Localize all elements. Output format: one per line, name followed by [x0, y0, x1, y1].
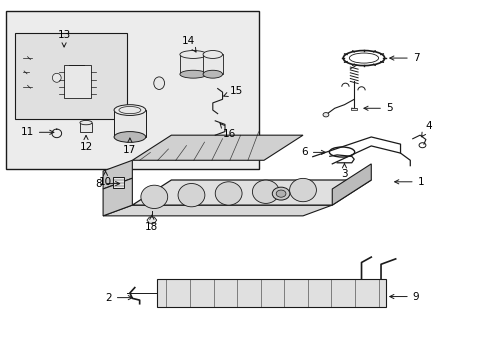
Polygon shape	[157, 279, 385, 307]
Ellipse shape	[154, 77, 164, 89]
Polygon shape	[103, 205, 331, 216]
Polygon shape	[103, 178, 132, 216]
Bar	[113, 177, 123, 188]
Text: 6: 6	[301, 147, 325, 157]
Ellipse shape	[180, 70, 206, 78]
Circle shape	[272, 187, 289, 200]
Ellipse shape	[52, 73, 61, 82]
Ellipse shape	[114, 132, 145, 142]
Bar	[180, 54, 206, 74]
Ellipse shape	[289, 179, 316, 202]
Text: 2: 2	[105, 293, 132, 303]
Bar	[5, 12, 259, 169]
Bar	[80, 123, 92, 132]
Bar	[350, 108, 356, 111]
Text: 13: 13	[58, 30, 71, 47]
Ellipse shape	[203, 50, 222, 58]
Polygon shape	[132, 135, 303, 160]
Circle shape	[323, 113, 328, 117]
Circle shape	[276, 190, 285, 197]
Text: 9: 9	[389, 292, 419, 302]
Text: 1: 1	[394, 177, 424, 187]
Ellipse shape	[203, 70, 222, 78]
Ellipse shape	[80, 121, 92, 125]
Text: 5: 5	[363, 103, 392, 113]
Text: 12: 12	[79, 135, 92, 152]
Bar	[203, 54, 222, 74]
Text: 4: 4	[421, 121, 431, 137]
Text: 8: 8	[95, 179, 120, 189]
Ellipse shape	[215, 182, 242, 205]
Text: 3: 3	[341, 163, 347, 179]
Text: 14: 14	[182, 36, 196, 52]
Bar	[114, 110, 145, 137]
Bar	[15, 33, 127, 119]
Bar	[64, 65, 91, 98]
Polygon shape	[103, 160, 132, 189]
Text: 11: 11	[20, 127, 54, 137]
Polygon shape	[331, 164, 370, 205]
Text: 17: 17	[123, 138, 136, 155]
Text: 10: 10	[99, 171, 112, 187]
Text: 15: 15	[223, 86, 243, 96]
Text: 16: 16	[220, 123, 235, 139]
Polygon shape	[147, 217, 157, 223]
Ellipse shape	[141, 185, 167, 208]
Text: 18: 18	[145, 215, 158, 232]
Text: 7: 7	[389, 53, 419, 63]
Ellipse shape	[114, 105, 145, 116]
Ellipse shape	[180, 50, 206, 58]
Ellipse shape	[252, 180, 279, 203]
Ellipse shape	[178, 184, 204, 207]
Polygon shape	[132, 180, 370, 205]
